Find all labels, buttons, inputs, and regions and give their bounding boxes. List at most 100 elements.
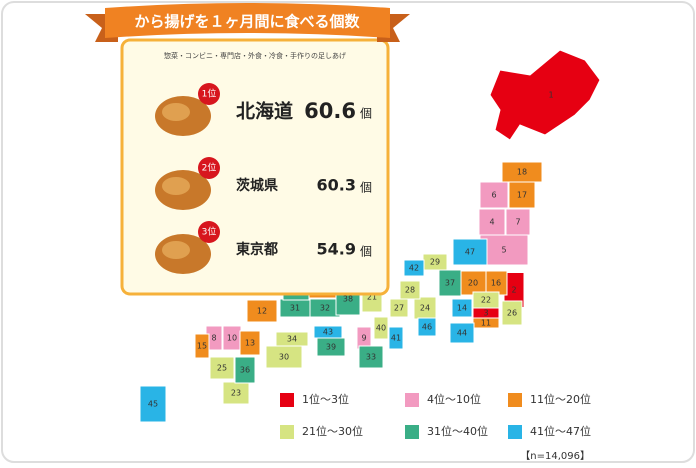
legend-label: 31位～40位 (427, 424, 488, 438)
region-label: 21 (367, 293, 377, 302)
region-label: 12 (257, 307, 267, 316)
region (373, 316, 389, 340)
ribbon (105, 3, 390, 38)
region-label: 2 (511, 286, 516, 295)
unit: 個 (360, 107, 372, 121)
region (451, 298, 473, 318)
region (438, 269, 462, 297)
region-label: 36 (240, 366, 250, 375)
region-label: 11 (481, 319, 491, 328)
region (234, 356, 256, 384)
karaage-shade (162, 177, 190, 195)
legend-swatch (280, 425, 294, 439)
region-label: 26 (507, 309, 517, 318)
title: から揚げを１ヶ月間に食べる個数 (134, 13, 360, 31)
region-label: 15 (197, 342, 207, 351)
legend-label: 4位～10位 (427, 392, 481, 406)
legend-swatch (405, 393, 419, 407)
region (478, 208, 506, 236)
subtitle: 惣菜・コンビニ・専門店・外食・冷食・手作りの足しあげ (164, 51, 346, 60)
unit: 個 (360, 181, 372, 195)
region-label: 24 (420, 304, 430, 313)
count: 54.9 (317, 240, 356, 259)
legend-label: 41位～47位 (530, 424, 591, 438)
region-label: 17 (517, 191, 527, 200)
legend-label: 11位～20位 (530, 392, 591, 406)
region-label: 41 (391, 334, 401, 343)
region-label: 44 (457, 329, 467, 338)
region-label: 43 (323, 328, 333, 337)
region-label: 32 (320, 304, 330, 313)
region-label: 18 (517, 168, 527, 177)
region (449, 322, 475, 344)
region-label: 37 (445, 279, 455, 288)
region-label: 47 (465, 248, 475, 257)
legend-swatch (508, 425, 522, 439)
rank-badge (198, 83, 220, 105)
region (313, 325, 343, 339)
rank-badge (198, 157, 220, 179)
region (472, 291, 500, 309)
region-label: 30 (279, 353, 289, 362)
region-label: 5 (501, 246, 506, 255)
region (194, 333, 210, 359)
count: 60.3 (317, 176, 356, 195)
region (403, 259, 425, 277)
rank: 3位 (202, 226, 217, 238)
rank: 1位 (202, 88, 217, 100)
region (399, 280, 421, 300)
region-label: 1 (548, 91, 553, 100)
region (501, 161, 543, 183)
region-label: 34 (287, 335, 297, 344)
region (508, 181, 536, 209)
region (389, 298, 409, 318)
region-label: 13 (245, 339, 255, 348)
region (358, 345, 384, 369)
region (501, 300, 523, 326)
region-label: 8 (211, 334, 216, 343)
count: 60.6 (304, 99, 356, 123)
rank: 2位 (202, 162, 217, 174)
region (246, 299, 278, 323)
region-label: 28 (405, 286, 415, 295)
region-label: 14 (457, 304, 467, 313)
legend-swatch (405, 425, 419, 439)
region-label: 7 (515, 218, 520, 227)
region (275, 331, 309, 347)
prefecture: 東京都 (236, 241, 278, 258)
legend-label: 21位～30位 (302, 424, 363, 438)
region-label: 31 (290, 304, 300, 313)
region-label: 33 (366, 353, 376, 362)
region-label: 3 (483, 309, 488, 318)
region-label: 45 (148, 400, 158, 409)
legend: 1位～3位 4位～10位 11位～20位 21位～30位 31位～40位 41位～47位 (280, 392, 591, 439)
region-label: 25 (217, 364, 227, 373)
legend-swatch (508, 393, 522, 407)
unit: 個 (360, 245, 372, 259)
region-label: 39 (326, 343, 336, 352)
region-label: 9 (361, 334, 366, 343)
region-label: 22 (481, 296, 491, 305)
region (388, 326, 404, 350)
prefecture: 北海道 (236, 100, 293, 123)
legend-swatch (280, 393, 294, 407)
region-label: 23 (231, 389, 241, 398)
region-label: 6 (491, 191, 496, 200)
karaage-shade (162, 241, 190, 259)
region (139, 385, 167, 423)
region-label: 46 (422, 323, 432, 332)
region-label: 10 (227, 334, 237, 343)
sample-note: 【n=14,096】 (520, 450, 590, 462)
legend-label: 1位～3位 (302, 392, 349, 406)
region-label: 4 (489, 218, 494, 227)
region-label: 38 (343, 295, 353, 304)
rank-badge (198, 221, 220, 243)
region-label: 29 (430, 258, 440, 267)
prefecture: 茨城県 (236, 177, 278, 194)
region (417, 317, 437, 337)
region-label: 20 (468, 279, 478, 288)
region (239, 330, 261, 356)
region (505, 208, 531, 236)
